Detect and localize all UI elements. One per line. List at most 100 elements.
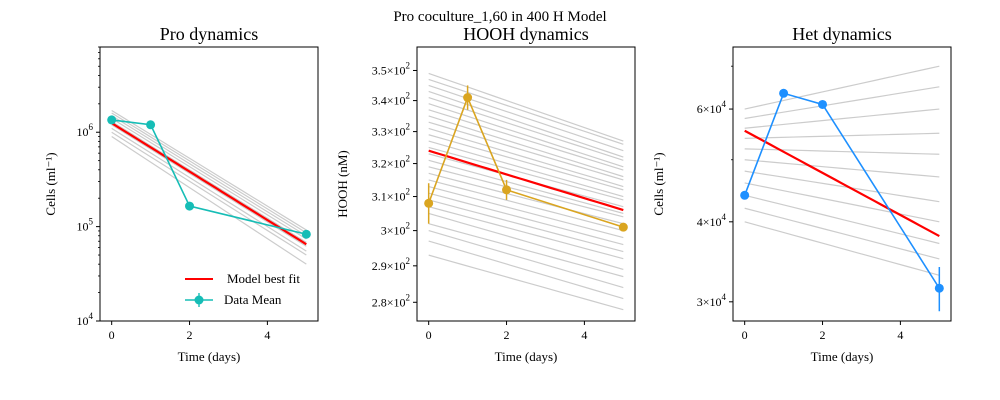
het-xtick-label-0: 0 (742, 328, 748, 342)
hooh-ytick-exp: 2 (406, 91, 411, 101)
hooh-ensemble-line-9 (428, 179, 624, 232)
hooh-ytick-mant: 2.8×10 (372, 295, 406, 309)
pro-data-point-3 (301, 229, 311, 239)
het-best-fit-line (744, 129, 940, 238)
pro-data-point-2 (185, 201, 195, 211)
hooh-ytick-exp: 2 (406, 122, 411, 132)
hooh-data-mean-line (427, 95, 624, 228)
pro-ytick-exp: 6 (89, 122, 94, 132)
hooh-ytick-exp: 2 (406, 221, 411, 231)
pro-legend-best-fit-label: Model best fit (227, 271, 300, 286)
hooh-ensemble-line-11 (428, 166, 624, 218)
hooh-ensemble-line-1 (428, 240, 624, 300)
hooh-ytick-label-6: 3.4×102 (372, 91, 410, 108)
het-ensemble-line-0 (744, 221, 940, 276)
hooh-ensemble-line-16 (428, 134, 624, 191)
het-ensemble-line-6 (744, 148, 940, 155)
hooh-data-point-3 (618, 222, 628, 232)
hooh-ensemble-line-15 (428, 140, 624, 198)
hooh-ytick-label-3: 3.1×102 (372, 187, 410, 204)
hooh-ytick-exp: 2 (406, 256, 411, 266)
het-ensemble-line-3 (744, 182, 940, 223)
hooh-ytick-label-4: 3.2×102 (372, 154, 410, 171)
het-ytick-mant: 3×10 (697, 295, 722, 309)
pro-ensemble-line-2 (111, 127, 307, 252)
hooh-ytick-mant: 3.3×10 (372, 125, 406, 139)
hooh-ensemble-line-10 (428, 172, 624, 225)
pro-legend: Model best fit Data Mean (185, 271, 300, 307)
het-data-point-2 (818, 99, 828, 109)
pro-ensemble-line-7 (111, 112, 307, 234)
hooh-ensemble-line-24 (428, 84, 624, 152)
pro-data-point-1 (146, 120, 156, 130)
hooh-ytick-label-2: 3×102 (381, 221, 410, 238)
hooh-title: HOOH dynamics (463, 24, 588, 44)
pro-xlabel: Time (days) (178, 349, 241, 364)
hooh-plot-area (428, 72, 624, 311)
hooh-ensemble-line-20 (428, 109, 624, 171)
het-ensemble-line-1 (744, 207, 940, 260)
hooh-ensemble-line-17 (428, 127, 624, 188)
hooh-xtick-label-2: 2 (504, 328, 510, 342)
hooh-ytick-exp: 2 (406, 60, 411, 70)
hooh-xtick-label-0: 0 (426, 328, 432, 342)
het-xtick-label-2: 2 (820, 328, 826, 342)
het-ytick-mant: 4×10 (697, 215, 722, 229)
hooh-ensemble-line-0 (428, 254, 624, 311)
hooh-xtick-label-4: 4 (581, 328, 587, 342)
het-ytick-exp: 4 (722, 212, 727, 222)
hooh-ytick-label-1: 2.9×102 (372, 256, 410, 273)
het-data-point-3 (934, 283, 944, 293)
pro-ensemble-line-5 (111, 117, 307, 240)
pro-ytick-base: 10 (77, 220, 89, 234)
hooh-panel: 0 2 42.8×1022.9×1023×1023.1×1023.2×1023.3×… (335, 24, 636, 364)
hooh-ytick-mant: 3×10 (381, 224, 406, 238)
figure-suptitle: Pro coculture_1,60 in 400 H Model (393, 9, 606, 25)
hooh-ensemble-line-23 (428, 90, 624, 158)
het-xtick-label-4: 4 (897, 328, 903, 342)
pro-ensemble-line-4 (111, 120, 307, 243)
pro-ytick-label-1: 105 (77, 217, 94, 234)
het-ensemble-line-2 (744, 194, 940, 245)
hooh-ensemble-line-22 (428, 96, 624, 161)
het-ytick-label-0: 3×104 (697, 292, 727, 309)
pro-ensemble-line-0 (111, 136, 307, 265)
het-ytick-exp: 4 (722, 99, 727, 109)
het-xlabel: Time (days) (811, 349, 874, 364)
het-ytick-label-2: 6×104 (697, 99, 727, 116)
hooh-ytick-mant: 3.2×10 (372, 157, 406, 171)
pro-data-point-0 (107, 115, 117, 125)
hooh-ytick-mant: 3.5×10 (372, 63, 406, 77)
pro-ytick-base: 10 (77, 125, 89, 139)
hooh-ytick-mant: 3.1×10 (372, 190, 406, 204)
pro-ytick-base: 10 (77, 314, 89, 328)
hooh-ytick-mant: 2.9×10 (372, 259, 406, 273)
het-ylabel: Cells (ml⁻¹) (651, 152, 666, 215)
hooh-ensemble-line-26 (428, 72, 624, 142)
pro-data-mean-line (111, 119, 307, 236)
pro-legend-data-label: Data Mean (224, 292, 282, 307)
hooh-ytick-exp: 2 (406, 154, 411, 164)
pro-axes-frame (99, 46, 319, 322)
pro-ensemble-line-1 (111, 131, 307, 256)
pro-xtick-label-2: 2 (187, 328, 193, 342)
het-ytick-mant: 6×10 (697, 102, 722, 116)
hooh-ensemble-line-14 (428, 146, 624, 201)
hooh-ensemble-line-18 (428, 121, 624, 181)
het-ensemble-line-5 (744, 159, 940, 178)
hooh-best-fit-line (428, 149, 624, 212)
het-data-point-1 (779, 88, 789, 98)
pro-ylabel: Cells (ml⁻¹) (43, 152, 58, 215)
hooh-data-point-0 (424, 198, 434, 208)
hooh-ytick-mant: 3.4×10 (372, 94, 406, 108)
het-plot-area (744, 65, 940, 276)
pro-ytick-label-0: 104 (77, 311, 94, 328)
pro-ytick-exp: 4 (89, 311, 94, 321)
het-ytick-exp: 4 (722, 292, 727, 302)
pro-ensemble-line-6 (111, 115, 307, 237)
het-ytick-label-1: 4×104 (697, 212, 727, 229)
het-axes-frame (732, 46, 952, 322)
pro-ytick-label-2: 106 (77, 122, 94, 139)
